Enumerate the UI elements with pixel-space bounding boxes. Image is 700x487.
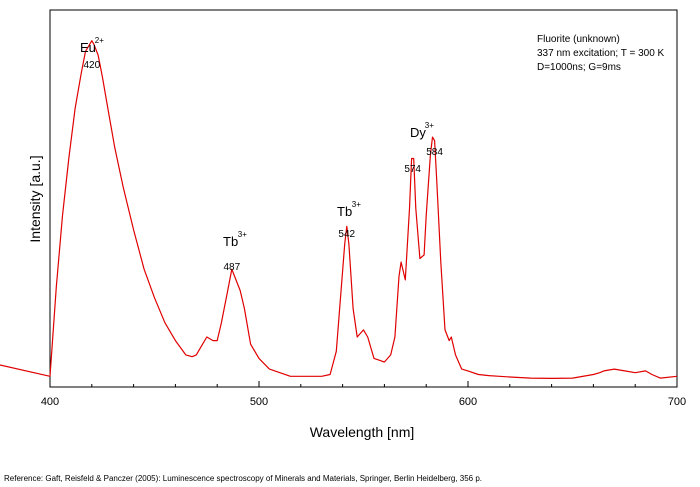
info-line: 337 nm excitation; T = 300 K [537,48,665,59]
reference-note: Reference: Gaft, Reisfeld & Panczer (200… [4,474,483,483]
spectrum-lead-in [0,364,51,377]
y-axis-title: Intensity [a.u.] [27,155,43,242]
ion-charge: 2+ [95,36,104,45]
x-tick-label: 400 [41,396,59,408]
spectrum-line [49,40,678,379]
x-axis-title: Wavelength [nm] [310,424,415,440]
ion-label: Tb [223,234,238,249]
plot-frame [49,9,678,388]
ion-label: Tb [337,204,352,219]
plot-border [49,9,678,388]
info-line: Fluorite (unknown) [537,34,620,45]
x-tick-label: 700 [668,396,686,408]
ion-label: Eu [80,40,96,55]
x-tick-label: 600 [459,396,477,408]
ion-charge: 3+ [352,200,361,209]
peak-label: 542 [338,229,355,240]
info-block: Fluorite (unknown) 337 nm excitation; T =… [537,34,665,73]
series-layer [0,40,678,379]
peak-label: 420 [83,60,100,71]
x-ticks: 400 500 600 700 [41,381,686,408]
ion-charge: 3+ [238,230,247,239]
ion-label: Dy [410,125,426,140]
x-tick-label: 500 [250,396,268,408]
info-line: D=1000ns; G=9ms [537,62,621,73]
peak-label: 574 [404,164,421,175]
peak-label: 584 [426,147,443,158]
ion-charge: 3+ [425,121,434,130]
peak-label: 487 [223,262,240,273]
